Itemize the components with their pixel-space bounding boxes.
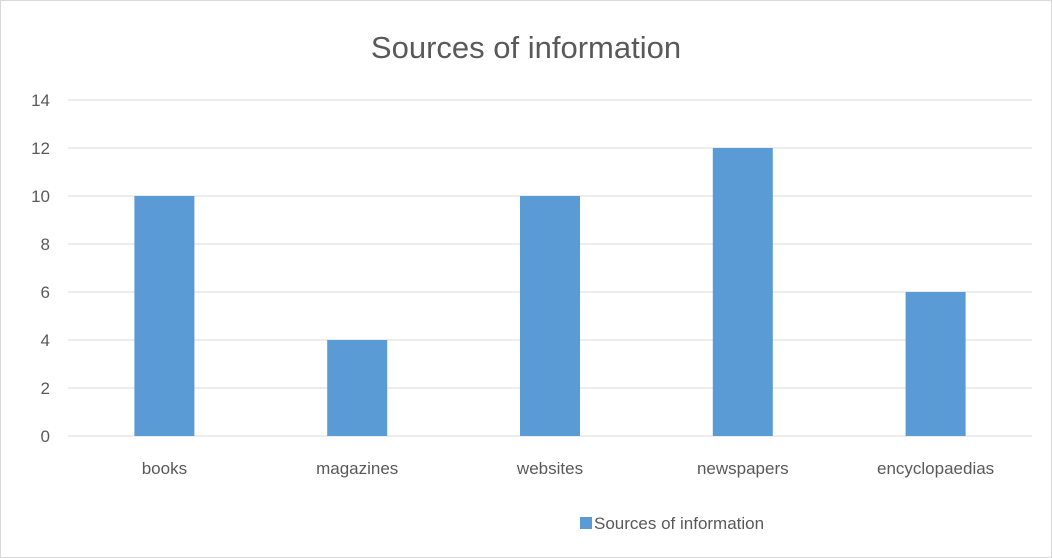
x-category-label: books — [142, 459, 187, 478]
y-tick-label: 8 — [41, 235, 50, 254]
y-tick-label: 2 — [41, 379, 50, 398]
legend-entry-label: Sources of information — [594, 514, 764, 533]
bar-websites — [520, 196, 580, 436]
x-category-label: magazines — [316, 459, 398, 478]
y-tick-label: 10 — [31, 187, 50, 206]
bars — [134, 148, 966, 436]
chart-title: Sources of information — [371, 30, 681, 65]
y-tick-label: 0 — [41, 427, 50, 446]
y-axis-tick-labels: 0 2 4 6 8 10 12 14 — [31, 91, 50, 446]
legend: Sources of information — [580, 514, 764, 533]
x-category-label: newspapers — [697, 459, 789, 478]
x-category-label: websites — [516, 459, 583, 478]
bar-newspapers — [712, 148, 773, 436]
bar-encyclopaedias — [905, 292, 966, 436]
y-tick-label: 14 — [31, 91, 50, 110]
x-category-label: encyclopaedias — [877, 459, 994, 478]
y-tick-label: 12 — [31, 139, 50, 158]
y-tick-label: 6 — [41, 283, 50, 302]
legend-swatch-icon — [580, 517, 592, 529]
x-axis-category-labels: books magazines websites newspapers encyclop… — [142, 459, 994, 478]
y-tick-label: 4 — [41, 331, 50, 350]
bar-magazines — [327, 340, 388, 436]
bar-books — [134, 196, 195, 436]
